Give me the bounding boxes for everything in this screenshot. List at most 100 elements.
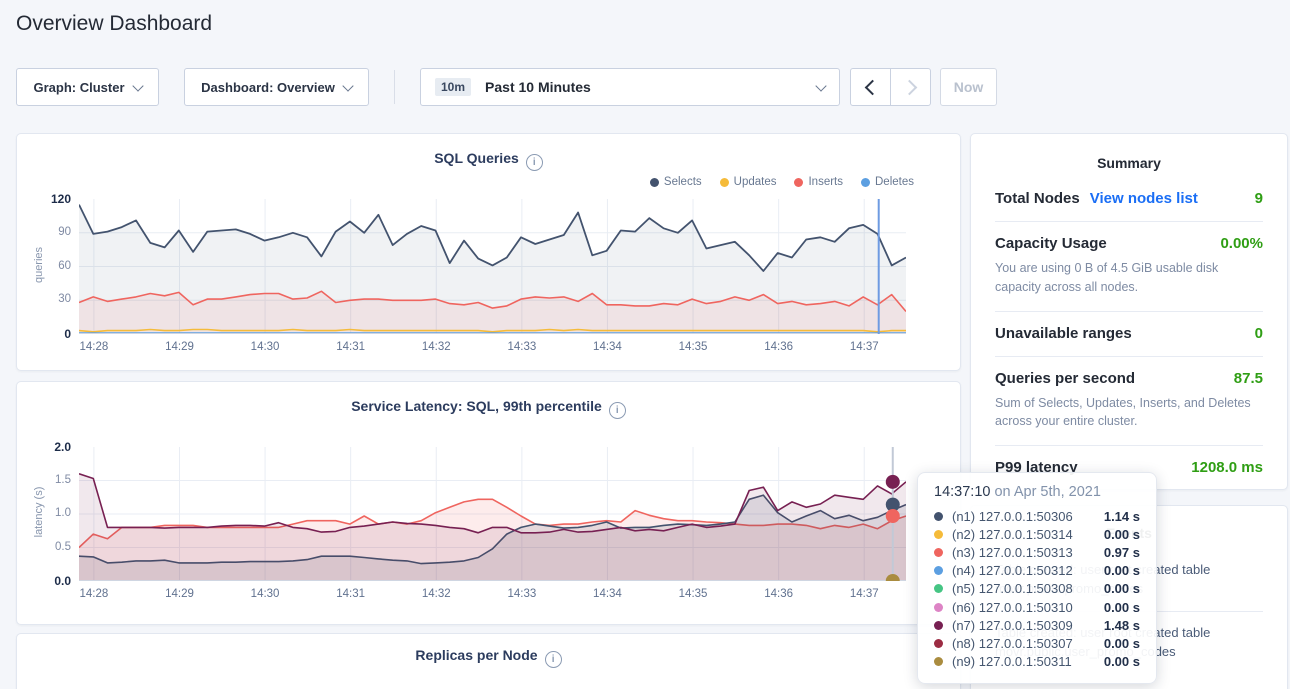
summary-row-total-nodes: Total Nodes View nodes list 9 xyxy=(995,177,1263,222)
node-color-dot-icon xyxy=(934,566,943,576)
chevron-left-icon xyxy=(864,79,880,95)
y-axis-tick: 60 xyxy=(58,259,71,272)
tooltip-rows: (n1) 127.0.0.1:50306 1.14 s (n2) 127.0.0.1… xyxy=(934,507,1140,671)
x-axis-tick: 14:31 xyxy=(336,341,366,353)
legend-item-inserts[interactable]: Inserts xyxy=(794,176,843,188)
tooltip-row: (n9) 127.0.0.1:50311 0.00 s xyxy=(934,653,1140,671)
latency-chart-plot[interactable] xyxy=(79,447,906,581)
x-axis-tick: 14:36 xyxy=(764,588,794,600)
time-range-selector[interactable]: 10m Past 10 Minutes xyxy=(420,68,840,106)
dashboard-dropdown[interactable]: Dashboard: Overview xyxy=(184,68,369,106)
capacity-usage-label: Capacity Usage xyxy=(995,235,1107,252)
graph-dropdown[interactable]: Graph: Cluster xyxy=(16,68,159,106)
unavailable-ranges-value: 0 xyxy=(1254,324,1263,342)
tooltip-node-address: (n3) 127.0.0.1:50313 xyxy=(952,544,1073,560)
summary-title: Summary xyxy=(1097,155,1161,171)
tooltip-node-address: (n1) 127.0.0.1:50306 xyxy=(952,508,1073,524)
y-axis-tick: 0.5 xyxy=(55,540,71,553)
latency-panel: Service Latency: SQL, 99th percentile 0.… xyxy=(16,381,961,625)
replicas-panel: Replicas per Node xyxy=(16,633,961,689)
tooltip-node-value: 0.00 s xyxy=(1103,635,1140,651)
time-prev-button[interactable] xyxy=(850,68,891,106)
summary-row-unavailable: Unavailable ranges 0 xyxy=(995,312,1263,357)
tooltip-row: (n6) 127.0.0.1:50310 0.00 s xyxy=(934,598,1140,616)
x-axis-tick: 14:36 xyxy=(764,341,794,353)
chart-tooltip: 14:37:10 on Apr 5th, 2021 (n1) 127.0.0.1… xyxy=(917,472,1157,684)
tooltip-row: (n8) 127.0.0.1:50307 0.00 s xyxy=(934,634,1140,652)
x-axis-tick: 14:37 xyxy=(849,588,879,600)
now-button-label: Now xyxy=(953,79,984,95)
chevron-right-icon xyxy=(901,79,917,95)
x-axis-tick: 14:30 xyxy=(250,341,280,353)
capacity-usage-desc: You are using 0 B of 4.5 GiB usable disk… xyxy=(995,261,1219,294)
legend-item-label: Inserts xyxy=(808,176,843,188)
time-range-label: Past 10 Minutes xyxy=(485,79,591,95)
x-axis-tick: 14:31 xyxy=(336,588,366,600)
time-range-badge: 10m xyxy=(435,78,472,96)
x-axis-tick: 14:28 xyxy=(79,588,109,600)
legend-item-selects[interactable]: Selects xyxy=(649,176,702,188)
tooltip-row: (n3) 127.0.0.1:50313 0.97 s xyxy=(934,543,1140,561)
tooltip-node-value: 0.00 s xyxy=(1103,599,1140,615)
info-icon[interactable] xyxy=(544,651,562,668)
x-axis-tick: 14:34 xyxy=(593,588,622,600)
x-axis-tick: 14:33 xyxy=(507,588,537,600)
tooltip-node-address: (n7) 127.0.0.1:50309 xyxy=(952,617,1073,633)
time-next-button[interactable] xyxy=(890,68,931,106)
node-color-dot-icon xyxy=(934,620,943,630)
legend-item-updates[interactable]: Updates xyxy=(719,176,776,188)
info-icon[interactable] xyxy=(525,154,543,171)
legend-dot-icon xyxy=(861,177,870,187)
legend-dot-icon xyxy=(794,177,804,187)
y-axis-tick: 120 xyxy=(50,192,71,206)
tooltip-timestamp: 14:37:10 on Apr 5th, 2021 xyxy=(934,484,1140,500)
node-color-dot-icon xyxy=(934,511,943,521)
now-button[interactable]: Now xyxy=(940,68,997,106)
x-axis-tick: 14:28 xyxy=(79,341,109,353)
tooltip-row: (n4) 127.0.0.1:50312 0.00 s xyxy=(934,562,1140,580)
tooltip-row: (n2) 127.0.0.1:50314 0.00 s xyxy=(934,525,1140,543)
legend-item-deletes[interactable]: Deletes xyxy=(861,176,914,188)
p99-latency-label: P99 latency xyxy=(995,459,1078,476)
latency-chart-title-text: Service Latency: SQL, 99th percentile xyxy=(351,398,602,414)
y-axis-label: queries xyxy=(33,246,45,283)
graph-dropdown-label: Graph: Cluster xyxy=(33,79,125,95)
tooltip-node-value: 1.48 s xyxy=(1103,617,1140,633)
toolbar-divider xyxy=(394,70,395,104)
sql-queries-panel: SQL Queries Selects Updates Inserts Deletes… xyxy=(16,133,961,371)
tooltip-node-value: 0.00 s xyxy=(1103,654,1140,670)
qps-label: Queries per second xyxy=(995,369,1136,387)
tooltip-node-value: 1.14 s xyxy=(1103,508,1140,524)
x-axis-tick: 14:34 xyxy=(593,341,622,353)
tooltip-node-address: (n6) 127.0.0.1:50310 xyxy=(952,599,1073,615)
node-color-dot-icon xyxy=(934,657,943,667)
info-icon[interactable] xyxy=(608,402,626,419)
legend-item-label: Selects xyxy=(663,176,702,188)
x-axis-tick: 14:33 xyxy=(507,341,537,353)
qps-value: 87.5 xyxy=(1233,369,1263,387)
tooltip-node-address: (n2) 127.0.0.1:50314 xyxy=(952,526,1073,542)
node-color-dot-icon xyxy=(934,547,943,557)
sql-chart-plot[interactable] xyxy=(79,199,906,334)
tooltip-node-value: 0.00 s xyxy=(1103,526,1140,542)
page-title: Overview Dashboard xyxy=(16,12,213,35)
replicas-chart-title-text: Replicas per Node xyxy=(415,647,538,663)
capacity-usage-value: 0.00% xyxy=(1220,235,1263,252)
view-nodes-list-link[interactable]: View nodes list xyxy=(1089,190,1198,207)
legend-dot-icon xyxy=(719,177,729,187)
tooltip-node-address: (n8) 127.0.0.1:50307 xyxy=(952,635,1073,651)
y-axis-tick: 2.0 xyxy=(54,440,71,454)
tooltip-row: (n1) 127.0.0.1:50306 1.14 s xyxy=(934,507,1140,525)
y-axis-tick: 90 xyxy=(58,225,71,238)
tooltip-node-address: (n5) 127.0.0.1:50308 xyxy=(952,581,1073,597)
tooltip-row: (n5) 127.0.0.1:50308 0.00 s xyxy=(934,580,1140,598)
tooltip-node-value: 0.00 s xyxy=(1103,563,1140,579)
summary-row-qps: Queries per second 87.5 Sum of Selects, … xyxy=(995,357,1263,446)
node-color-dot-icon xyxy=(934,584,943,594)
tooltip-time: 14:37:10 xyxy=(934,484,991,500)
total-nodes-value: 9 xyxy=(1254,190,1263,207)
x-axis-tick: 14:35 xyxy=(678,341,708,353)
p99-latency-value: 1208.0 ms xyxy=(1191,459,1263,476)
tooltip-node-value: 0.00 s xyxy=(1103,581,1140,597)
